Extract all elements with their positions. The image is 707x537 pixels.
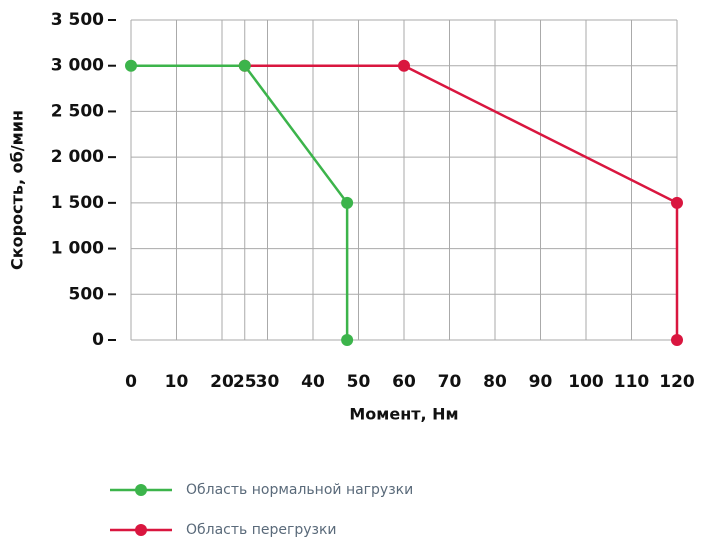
x-tick-label: 25 [233,372,257,392]
legend-label: Область перегрузки [186,522,337,537]
x-tick-label: 30 [256,372,280,392]
y-tick-label: 2 000 [51,147,104,167]
y-tick-label: 1 000 [51,239,104,259]
y-tick-label: 1 500 [51,193,104,213]
legend-marker [135,524,147,536]
point [398,59,410,72]
x-tick-label: 90 [529,372,553,392]
x-tick-label: 80 [483,372,507,392]
x-tick-label: 40 [301,372,325,392]
point [341,196,354,209]
y-tick-label: 3 500 [51,10,104,30]
x-tick-label: 60 [392,372,416,392]
y-tick-label: 500 [69,284,105,304]
point [125,59,137,72]
x-tick-label: 20 [210,372,234,392]
y-tick-label: 2 500 [51,101,104,121]
x-tick-label: 70 [438,372,462,392]
point [238,59,251,72]
x-tick-label: 120 [659,372,695,392]
legend-label: Область нормальной нагрузки [186,482,413,498]
y-axis-title: Скорость, об/мин [8,110,27,270]
point [671,334,683,346]
x-tick-label: 10 [165,372,189,392]
x-tick-label: 100 [568,372,604,392]
x-tick-label: 50 [347,372,371,392]
point [671,196,683,209]
y-tick-label: 3 000 [51,56,104,76]
point [341,334,354,346]
legend-marker [135,484,147,496]
line [131,64,349,340]
x-axis-title: Момент, Нм [349,405,458,424]
x-tick-label: 110 [614,372,650,392]
x-tick-label: 0 [125,372,137,392]
y-tick-label: 0 [92,330,104,350]
line [244,64,679,340]
